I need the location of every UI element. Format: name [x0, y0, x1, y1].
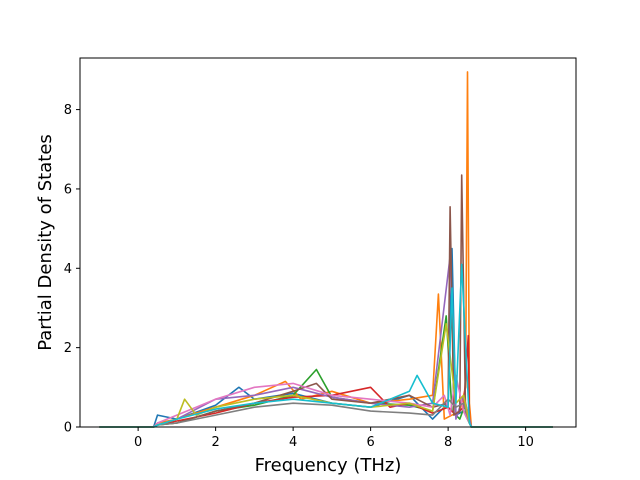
y-tick-label: 0: [64, 421, 72, 436]
y-tick-label: 4: [64, 262, 72, 277]
axes-frame: [79, 57, 577, 428]
y-tick-label: 2: [64, 341, 72, 356]
series-line-8: [99, 398, 553, 428]
x-axis-label: Frequency (THz): [255, 455, 402, 476]
x-axis: 0 2 4 6 8 10: [134, 427, 534, 450]
x-tick-label: 2: [211, 435, 219, 450]
y-tick-label: 8: [64, 103, 72, 118]
x-tick-label: 0: [134, 435, 142, 450]
series-line-7: [99, 374, 553, 428]
y-tick-label: 6: [64, 182, 72, 197]
series-line-10: [99, 263, 553, 428]
series-line-6: [99, 174, 553, 428]
x-tick-label: 8: [444, 435, 452, 450]
y-axis-label: Partial Density of States: [35, 134, 56, 351]
x-tick-label: 6: [366, 435, 374, 450]
plot-lines: [99, 71, 553, 428]
x-tick-label: 4: [289, 435, 297, 450]
y-axis: 0 2 4 6 8: [64, 103, 80, 436]
series-line-4: [99, 334, 553, 428]
x-tick-label: 10: [517, 435, 534, 450]
